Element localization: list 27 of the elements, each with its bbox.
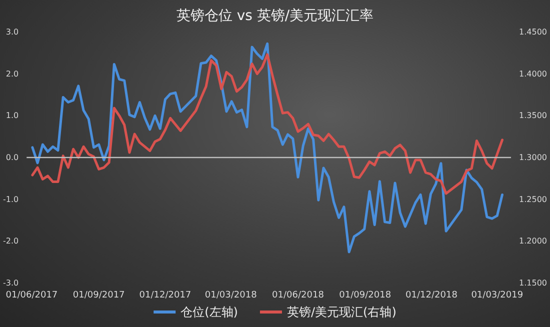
x-tick-label: 01/12/2018 [406, 290, 458, 300]
y2-tick-label: 1.3000 [519, 153, 548, 162]
y-tick-label: -2.0 [3, 236, 19, 246]
y-tick-label: -1.0 [3, 194, 19, 204]
y-tick-label: 3.0 [6, 28, 19, 36]
y-tick-label: 0.0 [6, 153, 19, 162]
y2-tick-label: 1.2000 [519, 236, 548, 246]
y-tick-label: -3.0 [3, 278, 19, 288]
line-series [31, 42, 504, 254]
x-tick-label: 01/06/2018 [272, 290, 324, 300]
chart-title: 英镑仓位 vs 英镑/美元现汇汇率 [176, 8, 374, 24]
y2-tick-label: 1.2500 [519, 194, 548, 204]
x-tick-label: 01/03/2019 [471, 290, 524, 300]
x-tick-label: 01/06/2017 [6, 290, 58, 300]
x-tick-label: 01/12/2017 [139, 290, 192, 300]
x-tick-label: 01/09/2018 [339, 290, 392, 300]
y2-tick-label: 1.1500 [519, 278, 548, 288]
x-tick-label: 01/09/2017 [72, 290, 125, 300]
line-series [31, 53, 504, 195]
y2-tick-label: 1.4500 [519, 28, 548, 36]
y2-tick-label: 1.4000 [519, 69, 548, 78]
legend-label: 英镑/美元现汇(右轴) [286, 305, 396, 319]
legend-label: 仓位(左轴) [180, 305, 238, 319]
x-tick-label: 01/03/2018 [204, 290, 258, 300]
y-tick-label: 1.0 [6, 111, 19, 120]
y-tick-label: 2.0 [6, 69, 19, 78]
y2-tick-label: 1.3500 [519, 111, 548, 120]
